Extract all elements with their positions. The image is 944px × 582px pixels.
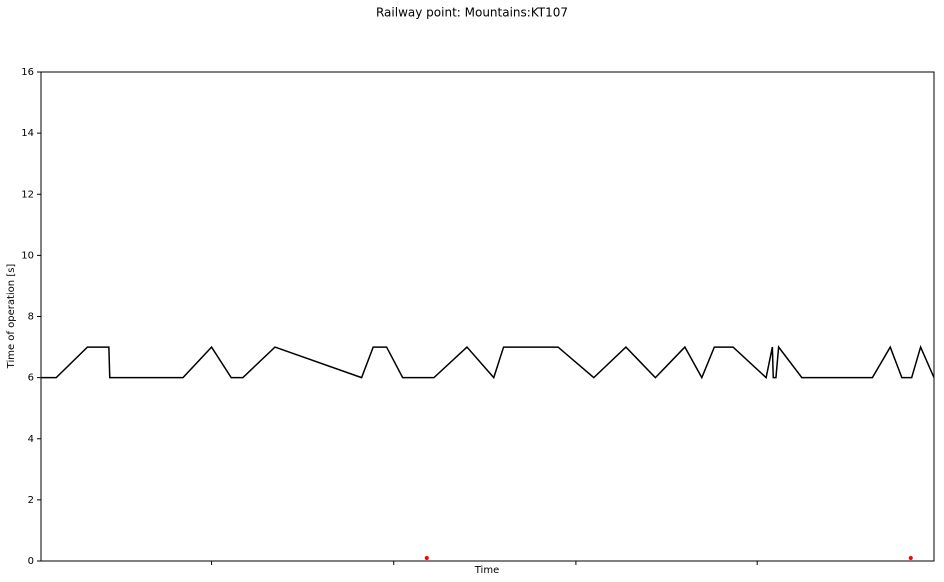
y-tick-label: 6 <box>28 373 34 384</box>
y-tick-label: 8 <box>28 312 34 323</box>
data-point <box>908 555 913 560</box>
y-tick-label: 4 <box>28 434 34 445</box>
chart-title: Railway point: Mountains:KT107 <box>376 6 568 20</box>
data-point <box>424 555 429 560</box>
plot-frame <box>40 71 935 562</box>
y-tick-label: 10 <box>21 250 34 261</box>
y-tick-label: 16 <box>21 67 34 78</box>
y-tick-label: 12 <box>21 189 34 200</box>
y-axis-label: Time of operation [s] <box>6 264 17 370</box>
x-axis-label: Time <box>474 565 499 576</box>
data-line <box>41 344 935 380</box>
y-tick-label: 14 <box>21 128 34 139</box>
y-tick-label: 0 <box>28 556 34 567</box>
y-tick-label: 2 <box>28 495 34 506</box>
